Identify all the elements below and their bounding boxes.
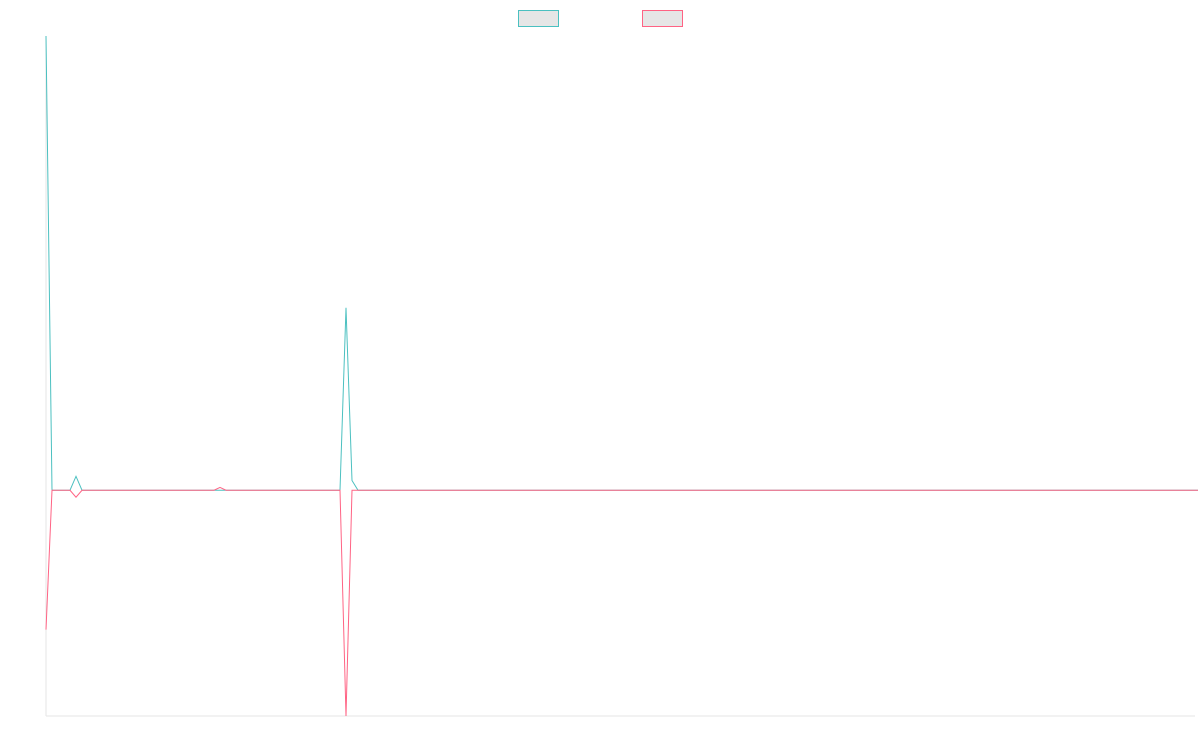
legend[interactable] xyxy=(518,10,683,27)
series-layer xyxy=(45,35,1198,717)
legend-item-1[interactable] xyxy=(518,10,559,27)
series-line-1 xyxy=(45,35,1198,491)
series-line-2 xyxy=(45,486,1198,717)
axes xyxy=(45,36,1195,717)
legend-swatch-1[interactable] xyxy=(518,10,559,27)
legend-swatch-2[interactable] xyxy=(642,10,683,27)
legend-item-2[interactable] xyxy=(642,10,683,27)
